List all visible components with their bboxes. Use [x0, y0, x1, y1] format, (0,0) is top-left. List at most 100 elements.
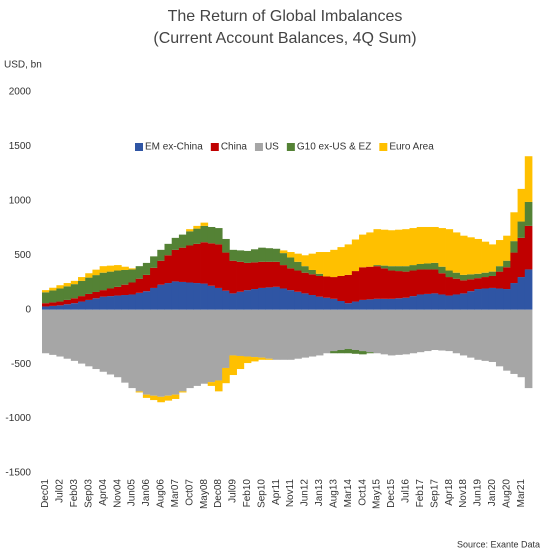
bar-segment — [452, 309, 461, 354]
bar-segment — [78, 309, 86, 364]
bar-segment — [106, 288, 115, 297]
bar-segment — [351, 271, 360, 302]
bar-segment — [481, 241, 490, 273]
bar-segment — [416, 309, 425, 353]
bar-segment — [214, 287, 223, 310]
bar-segment — [366, 232, 374, 267]
bar-segment — [114, 265, 122, 271]
bar-segment — [63, 304, 72, 310]
y-tick-label: 0 — [25, 304, 31, 315]
bar-segment — [337, 301, 346, 310]
y-tick-label: -1000 — [5, 413, 31, 424]
bar-segment — [452, 278, 461, 295]
bar-segment — [200, 283, 209, 310]
bar-segment — [517, 237, 526, 278]
bar-segment — [171, 309, 180, 395]
bar-segment — [128, 282, 137, 295]
legend-label: EM ex-China — [145, 142, 203, 153]
bar-segment — [243, 356, 252, 364]
bar-segment — [78, 301, 86, 310]
bar-segment — [517, 277, 526, 310]
x-tick-label: Oct07 — [184, 479, 195, 506]
bar-segment — [445, 309, 454, 352]
bar-segment — [467, 274, 475, 280]
y-tick-label: 1500 — [9, 141, 32, 152]
x-tick-label: Dec08 — [213, 479, 224, 508]
bar-segment — [503, 235, 511, 261]
x-tick-label: Aug20 — [501, 479, 512, 508]
bar-segment — [315, 309, 324, 356]
bar-segment — [114, 295, 122, 310]
bar-segment — [409, 265, 418, 271]
bar-segment — [387, 266, 396, 271]
bar-segment — [308, 295, 317, 310]
bar-segment — [236, 309, 245, 356]
bar-segment — [178, 391, 187, 393]
bar-segment — [135, 292, 144, 310]
bar-segment — [157, 260, 165, 285]
bar-segment — [157, 309, 165, 397]
x-tick-label: Jul09 — [228, 479, 239, 503]
bar-segment — [207, 226, 216, 244]
bar-segment — [99, 309, 108, 372]
bar-segment — [308, 253, 317, 270]
bar-segment — [128, 268, 137, 270]
bar-segment — [330, 298, 338, 310]
bar-segment — [150, 256, 158, 268]
bar-segment — [423, 309, 432, 352]
bar-segment — [344, 309, 353, 349]
bar-segment — [164, 283, 173, 310]
bar-segment — [467, 309, 475, 358]
bar-segment — [380, 298, 389, 310]
bar-segment — [279, 250, 288, 254]
bar-segment — [85, 309, 93, 367]
bar-segment — [495, 271, 504, 289]
bar-segment — [387, 298, 396, 310]
bar-segment — [49, 305, 57, 310]
bar-segment — [106, 296, 115, 310]
bar-segment — [445, 270, 454, 278]
bar-segment — [330, 351, 338, 354]
bar-segment — [135, 278, 144, 293]
bar-segment — [459, 274, 468, 281]
bar-segment — [315, 252, 324, 274]
bar-segment — [488, 244, 497, 272]
bar-segment — [214, 309, 223, 381]
bar-segment — [524, 156, 533, 202]
bar-segment — [366, 309, 374, 353]
bar-segment — [301, 309, 310, 358]
bar-segment — [258, 287, 266, 310]
bar-segment — [503, 309, 511, 371]
bar-segment — [49, 287, 57, 291]
bar-segment — [42, 309, 50, 354]
bar-segment — [92, 269, 101, 276]
bar-segment — [229, 293, 237, 310]
y-tick-label: 2000 — [9, 87, 32, 98]
bar-segment — [121, 295, 129, 310]
bar-segment — [229, 309, 237, 356]
bar-segment — [272, 261, 281, 287]
bar-segment — [63, 309, 72, 359]
bar-segment — [70, 309, 79, 361]
bar-segment — [157, 396, 165, 403]
x-tick-label: Jun05 — [127, 479, 138, 507]
bar-segment — [438, 309, 446, 351]
bar-segment — [106, 265, 115, 272]
legend: EM ex-China China US G10 ex-US & EZ Euro Are… — [135, 142, 434, 153]
x-tick-label: Oct14 — [357, 479, 368, 506]
bar-segment — [92, 275, 101, 292]
y-tick-label: -1500 — [5, 468, 31, 479]
bar-segment — [294, 253, 302, 262]
x-tick-label: Nov18 — [458, 479, 469, 508]
legend-label: US — [265, 142, 279, 153]
bar-segment — [402, 266, 410, 272]
bar-segment — [474, 238, 482, 274]
bar-segment — [99, 266, 108, 273]
bar-segment — [373, 265, 382, 267]
bar-segment — [474, 289, 482, 310]
bar-segment — [373, 266, 382, 299]
bar-segment — [193, 225, 201, 229]
bar-segment — [106, 271, 115, 289]
bar-segment — [380, 229, 389, 266]
bar-segment — [438, 294, 446, 310]
